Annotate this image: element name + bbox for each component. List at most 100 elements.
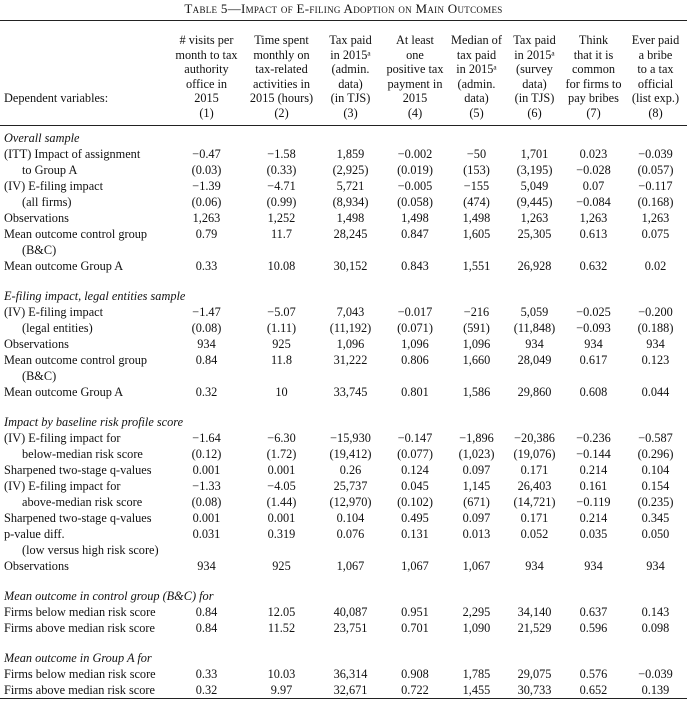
value-cell: −0.002 bbox=[397, 146, 433, 161]
value-cell: 0.031 bbox=[192, 526, 221, 541]
row-label: above-median risk score bbox=[22, 494, 143, 509]
value-cell: (0.058) bbox=[397, 194, 433, 209]
table-row: below-median risk score (0.12) (1.72) (19,4… bbox=[0, 446, 687, 462]
value-cell: (1.11) bbox=[266, 320, 297, 335]
empty-cell bbox=[383, 542, 447, 558]
table-row: Mean outcome Group A 0.33 10.08 30,152 0.843… bbox=[0, 258, 687, 274]
value-cell: −4.71 bbox=[267, 178, 296, 193]
column-number: (6) bbox=[506, 105, 563, 126]
header-line: data) bbox=[338, 76, 363, 91]
value-cell: 0.035 bbox=[579, 526, 608, 541]
value-cell: 0.637 bbox=[579, 604, 608, 619]
empty-cell bbox=[506, 542, 563, 558]
value-cell: 934 bbox=[197, 558, 216, 573]
value-cell: 0.052 bbox=[520, 526, 549, 541]
spacer-cell bbox=[0, 574, 687, 588]
value-cell: 0.652 bbox=[563, 681, 624, 699]
value-cell: (0.08) bbox=[191, 320, 222, 335]
value-cell: −216 bbox=[463, 304, 490, 319]
value-cell: (0.06) bbox=[191, 194, 222, 209]
table-row: (B&C) bbox=[0, 242, 687, 258]
value-cell: 925 bbox=[272, 336, 291, 351]
value-cell: 40,087 bbox=[333, 604, 368, 619]
value-cell: 0.84 bbox=[195, 604, 218, 619]
value-cell: 0.02 bbox=[644, 258, 667, 273]
row-label: (B&C) bbox=[22, 368, 57, 383]
value-cell: −5.07 bbox=[267, 304, 296, 319]
value-cell: 0.26 bbox=[339, 462, 362, 477]
value-cell: 0.097 bbox=[462, 462, 491, 477]
value-cell: 0.908 bbox=[401, 666, 429, 681]
column-number: (3) bbox=[318, 105, 383, 126]
column-header: # visits per month to tax authority office … bbox=[168, 19, 245, 106]
header-row: Dependent variables: # visits per month to… bbox=[0, 19, 687, 106]
value-cell: (12,970) bbox=[329, 494, 372, 509]
value-cell: 0.023 bbox=[579, 146, 608, 161]
value-cell: 0.001 bbox=[267, 510, 296, 525]
value-cell: 1,498 bbox=[462, 210, 491, 225]
header-line: common bbox=[571, 62, 616, 77]
value-cell: 1,859 bbox=[336, 146, 365, 161]
empty-cell bbox=[447, 368, 506, 384]
table-row: Observations 934 925 1,096 1,096 1,096 934 934 9… bbox=[0, 336, 687, 352]
value-cell: −4.05 bbox=[267, 478, 296, 493]
value-cell: −1.47 bbox=[192, 304, 221, 319]
value-cell: −0.039 bbox=[638, 666, 673, 681]
value-cell: −1.39 bbox=[192, 178, 221, 193]
section-title: Overall sample bbox=[4, 130, 80, 145]
header-line: (in TJS) bbox=[330, 91, 371, 106]
empty-cell bbox=[245, 542, 318, 558]
row-label: below-median risk score bbox=[22, 446, 143, 461]
value-cell: −1.58 bbox=[267, 146, 296, 161]
value-cell: 0.79 bbox=[195, 226, 218, 241]
value-cell: (0.077) bbox=[397, 446, 433, 461]
value-cell: 1,067 bbox=[336, 558, 365, 573]
table-row: Firms below median risk score 0.84 12.05 40… bbox=[0, 604, 687, 620]
row-label: (IV) E-filing impact bbox=[4, 178, 104, 193]
column-header: Tax paid in 2015ᵃ (survey data) (in TJS) bbox=[506, 19, 563, 106]
row-label: Firms below median risk score bbox=[4, 604, 156, 619]
header-line: in 2015ᵃ bbox=[456, 62, 497, 77]
value-cell: 2,295 bbox=[462, 604, 491, 619]
column-header: Ever paid a bribe to a tax official (list ex… bbox=[624, 19, 687, 106]
value-cell: 7,043 bbox=[336, 304, 365, 319]
section-title: Impact by baseline risk profile score bbox=[4, 414, 184, 429]
row-label: Observations bbox=[4, 210, 69, 225]
value-cell: (0.03) bbox=[191, 162, 222, 177]
section-title-row: Impact by baseline risk profile score bbox=[0, 414, 687, 430]
value-cell: (0.235) bbox=[637, 494, 674, 509]
value-cell: −0.017 bbox=[397, 304, 433, 319]
row-label: (ITT) Impact of assignment bbox=[4, 146, 141, 161]
row-label: Firms below median risk score bbox=[4, 666, 156, 681]
empty-cell bbox=[168, 542, 245, 558]
header-line: (admin. bbox=[331, 62, 370, 77]
value-cell: 34,140 bbox=[517, 604, 552, 619]
value-cell: (8,934) bbox=[332, 194, 369, 209]
row-label-header: Dependent variables: bbox=[0, 19, 168, 106]
header-line: office in bbox=[185, 76, 228, 91]
value-cell: 0.617 bbox=[579, 352, 608, 367]
value-cell: 1,067 bbox=[462, 558, 491, 573]
value-cell: 934 bbox=[646, 558, 665, 573]
value-cell: (11,848) bbox=[513, 320, 556, 335]
value-cell: 0.596 bbox=[579, 620, 608, 635]
value-cell: −0.093 bbox=[576, 320, 611, 335]
value-cell: 0.843 bbox=[401, 258, 429, 273]
empty-cell bbox=[447, 242, 506, 258]
value-cell: (19,412) bbox=[329, 446, 372, 461]
value-cell: −0.025 bbox=[576, 304, 611, 319]
value-cell: −20,386 bbox=[514, 430, 555, 445]
value-cell: 0.154 bbox=[641, 478, 670, 493]
value-cell: (591) bbox=[463, 320, 490, 335]
spacer-cell bbox=[0, 274, 687, 288]
value-cell: −0.039 bbox=[638, 146, 673, 161]
value-cell: 1,455 bbox=[447, 681, 506, 699]
value-cell: 0.104 bbox=[641, 462, 670, 477]
header-line: # visits per bbox=[179, 33, 234, 47]
value-cell: 25,737 bbox=[333, 478, 368, 493]
row-label: (legal entities) bbox=[22, 320, 93, 335]
value-cell: 0.495 bbox=[401, 510, 429, 525]
value-cell: 0.131 bbox=[401, 526, 429, 541]
section-title: Mean outcome in control group (B&C) for bbox=[4, 588, 214, 603]
value-cell: (19,076) bbox=[513, 446, 556, 461]
